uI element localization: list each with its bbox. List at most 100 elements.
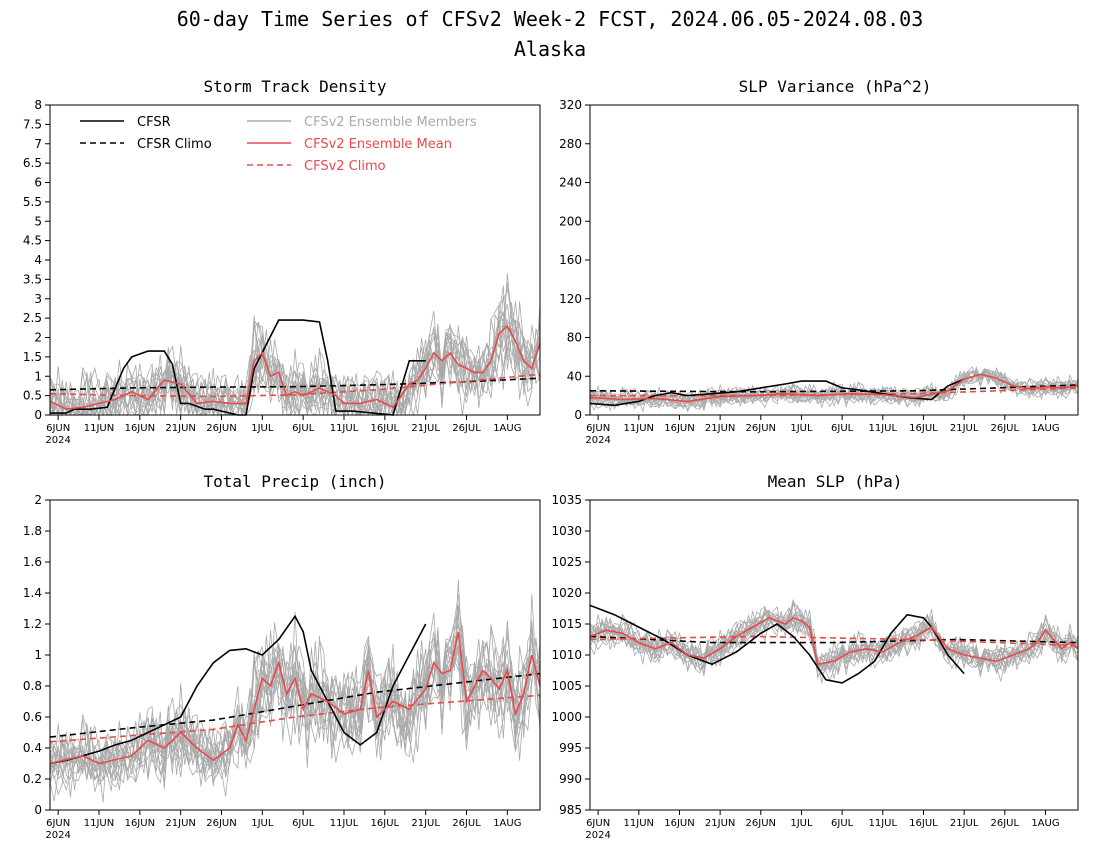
ensemble-member-line (49, 273, 541, 417)
y-tick-label: 2.5 (23, 311, 42, 325)
panel-mean-slp: Mean SLP (hPa) 985 990 995 1000 1005 1010 1015… (551, 472, 1079, 841)
x-tick-label: 11JUL (330, 423, 359, 434)
ensemble-member-line (49, 625, 541, 777)
x-tick-label: 1JUL (790, 423, 813, 434)
y-tick-label: 1020 (551, 586, 582, 600)
x-tick-label: 11JUL (330, 818, 359, 829)
y-tick-label: 1005 (551, 679, 582, 693)
series-line-cfsv2-climo (589, 635, 1079, 647)
legend: CFSR CFSR Climo CFSv2 Ensemble Members CFSv… (80, 115, 477, 174)
panel-title: Total Precip (inch) (203, 472, 386, 491)
y-tick-label: 320 (559, 98, 582, 112)
x-tick-label: 11JUN (624, 818, 654, 829)
x-tick-label: 16JUN (125, 818, 155, 829)
x-tick-label: 6JUN (46, 423, 70, 434)
x-tick-label: 6JUN (46, 818, 70, 829)
x-tick-label: 21JUN (705, 423, 735, 434)
panel-total-precip: Total Precip (inch) 0 0.2 0.4 0.6 0.8 1 1.2 1.4… (23, 472, 541, 841)
x-tick-label: 21JUL (411, 818, 440, 829)
figure-subtitle: Alaska (514, 37, 586, 61)
y-tick-label: 0.5 (23, 389, 42, 403)
x-tick-label: 6JUN (586, 423, 610, 434)
y-tick-label: 1010 (551, 648, 582, 662)
series-line-cfsv2-ensemble-mean (589, 373, 1079, 403)
y-tick-label: 995 (559, 741, 582, 755)
x-tick-label: 21JUN (165, 818, 195, 829)
x-tick-label: 26JUN (746, 818, 776, 829)
x-year-label: 2024 (585, 435, 610, 446)
y-tick-label: 1035 (551, 493, 582, 507)
x-tick-label: 1JUL (251, 818, 274, 829)
x-tick-label: 26JUL (991, 423, 1020, 434)
x-tick-label: 26JUL (452, 818, 481, 829)
x-tick-label: 6JUL (292, 818, 315, 829)
plot-frame (49, 499, 541, 811)
y-tick-label: 1000 (551, 710, 582, 724)
y-tick-label: 3.5 (23, 272, 42, 286)
y-tick-label: 0 (34, 803, 42, 817)
figure-title: 60-day Time Series of CFSv2 Week-2 FCST,… (177, 7, 924, 31)
x-tick-label: 1AUG (1031, 423, 1059, 434)
x-tick-label: 16JUL (909, 818, 938, 829)
ensemble-member-line (49, 311, 541, 417)
x-tick-label: 21JUN (165, 423, 195, 434)
x-tick-label: 16JUL (371, 818, 400, 829)
x-tick-label: 16JUL (909, 423, 938, 434)
series-line-cfsv2-ensemble-mean (589, 616, 1079, 666)
y-tick-label: 6.5 (23, 156, 42, 170)
y-tick-label: 160 (559, 253, 582, 267)
legend-label: CFSv2 Ensemble Members (304, 115, 477, 130)
y-tick-label: 0 (574, 408, 582, 422)
ensemble-member-line (589, 609, 1079, 677)
y-tick-label: 1 (34, 648, 42, 662)
series-line-cfsr-climo (49, 672, 541, 738)
y-tick-label: 4 (34, 253, 42, 267)
x-tick-label: 16JUN (664, 818, 694, 829)
y-tick-label: 1.6 (23, 555, 42, 569)
y-tick-label: 240 (559, 176, 582, 190)
y-tick-label: 1.2 (23, 617, 42, 631)
ensemble-member-line (49, 637, 541, 787)
series-line-cfsv2-climo (49, 694, 541, 743)
ensemble-member-line (49, 288, 541, 417)
x-tick-label: 26JUN (746, 423, 776, 434)
y-tick-label: 120 (559, 292, 582, 306)
series-line-cfsr (589, 604, 965, 684)
y-tick-label: 6 (34, 176, 42, 190)
x-tick-label: 11JUN (84, 818, 114, 829)
x-tick-label: 1AUG (1031, 818, 1059, 829)
ensemble-member-line (49, 302, 541, 417)
x-tick-label: 6JUL (292, 423, 315, 434)
ensemble-member-line (49, 612, 541, 802)
x-tick-label: 6JUN (586, 818, 610, 829)
y-tick-label: 4.5 (23, 234, 42, 248)
series-line-cfsr (50, 319, 426, 416)
legend-label: CFSv2 Ensemble Mean (304, 137, 452, 152)
ensemble-member-line (49, 594, 541, 798)
plot-frame (589, 104, 1079, 416)
panel-title: SLP Variance (hPa^2) (739, 77, 932, 96)
x-tick-label: 1JUL (251, 423, 274, 434)
y-tick-label: 0.4 (23, 741, 42, 755)
y-tick-label: 80 (567, 331, 582, 345)
x-tick-label: 21JUL (950, 818, 979, 829)
series-line-cfsr-climo (589, 384, 1079, 393)
series-line-cfsr (49, 614, 427, 765)
y-tick-label: 2 (34, 493, 42, 507)
x-tick-label: 16JUL (371, 423, 400, 434)
x-year-label: 2024 (585, 830, 610, 841)
y-tick-label: 1025 (551, 555, 582, 569)
y-tick-label: 985 (559, 803, 582, 817)
x-year-label: 2024 (45, 435, 70, 446)
series-line-cfsr-climo (49, 377, 541, 391)
y-tick-label: 1 (34, 369, 42, 383)
y-tick-label: 1015 (551, 617, 582, 631)
x-tick-label: 26JUN (206, 423, 236, 434)
ensemble-member-line (589, 371, 1079, 407)
plot-frame (589, 499, 1079, 811)
y-tick-label: 0.8 (23, 679, 42, 693)
x-tick-label: 6JUL (831, 423, 854, 434)
y-tick-label: 0.2 (23, 772, 42, 786)
plot-frame (49, 104, 541, 416)
